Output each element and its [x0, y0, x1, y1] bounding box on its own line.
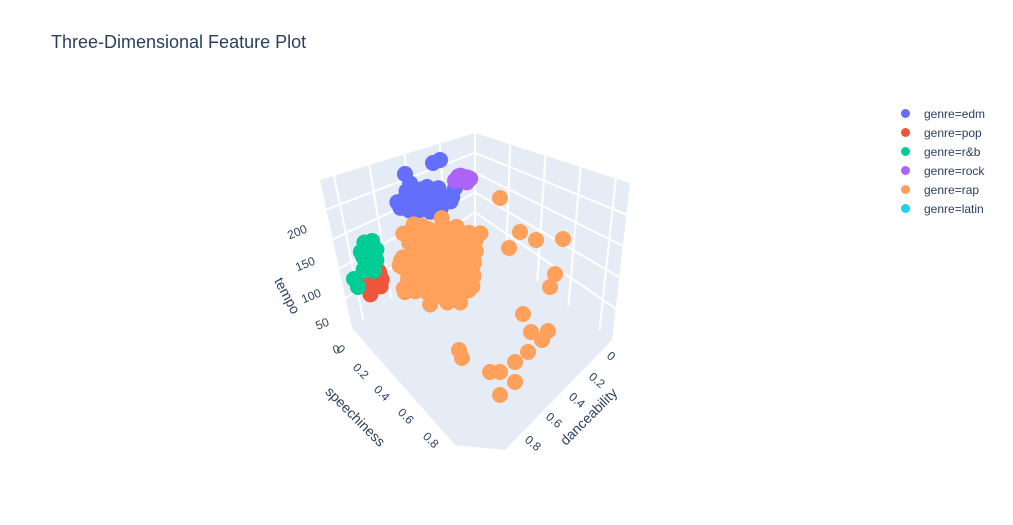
legend-item-edm[interactable]: genre=edm — [896, 104, 985, 123]
tick-y-1: 0.2 — [350, 360, 372, 382]
tick-z-0: 0 — [331, 342, 343, 358]
marker-rnb[interactable] — [350, 279, 366, 295]
marker-rap[interactable] — [534, 332, 550, 348]
marker-rap[interactable] — [482, 364, 498, 380]
marker-rap[interactable] — [408, 243, 425, 259]
tick-x-4: 0.8 — [522, 433, 544, 455]
legend-item-pop[interactable]: genre=pop — [896, 123, 985, 142]
grid-line-z-right-4 — [474, 211, 617, 310]
marker-rap[interactable] — [459, 260, 476, 277]
tick-x-3: 0.6 — [543, 410, 565, 432]
marker-rap[interactable] — [433, 238, 450, 255]
legend-marker-edm — [901, 109, 910, 118]
wall-right — [475, 133, 630, 340]
marker-rap[interactable] — [458, 238, 474, 255]
marker-rap[interactable] — [445, 260, 462, 277]
marker-pop[interactable] — [369, 275, 385, 292]
legend-label-latin: genre=latin — [924, 201, 984, 216]
marker-rap[interactable] — [447, 229, 464, 246]
marker-rap[interactable] — [507, 374, 523, 390]
marker-rap[interactable] — [452, 280, 468, 296]
tick-z-2: 100 — [299, 286, 323, 307]
chart-title: Three-Dimensional Feature Plot — [51, 32, 307, 52]
legend-marker-latin — [901, 204, 910, 213]
marker-rap[interactable] — [492, 190, 508, 206]
marker-rap[interactable] — [425, 271, 442, 288]
marker-rnb[interactable] — [368, 241, 385, 258]
marker-edm[interactable] — [416, 183, 433, 200]
tick-y-2: 0.4 — [371, 382, 393, 404]
marker-rap[interactable] — [555, 231, 571, 247]
marker-rap[interactable] — [492, 387, 508, 403]
tick-y-4: 0.8 — [420, 429, 442, 451]
marker-rap[interactable] — [395, 225, 412, 242]
legend-label-pop: genre=pop — [924, 125, 982, 140]
marker-edm[interactable] — [444, 189, 461, 206]
grid-line-x-2 — [536, 155, 547, 282]
marker-edm[interactable] — [397, 166, 413, 182]
tick-z-1: 50 — [313, 315, 331, 333]
legend-item-rap[interactable]: genre=rap — [896, 180, 985, 199]
marker-rap[interactable] — [451, 342, 467, 358]
grid-line-z-right-1 — [474, 151, 627, 216]
legend-marker-rock — [901, 166, 910, 175]
marker-rap[interactable] — [400, 260, 417, 277]
axis-title-z: tempo — [271, 275, 303, 317]
legend-marker-rap — [901, 185, 910, 194]
marker-rap[interactable] — [423, 284, 440, 300]
tick-z-4: 200 — [285, 222, 309, 243]
legend-label-rap: genre=rap — [924, 182, 980, 197]
legend-label-rock: genre=rock — [924, 163, 985, 178]
legend-item-latin[interactable]: genre=latin — [896, 199, 985, 218]
marker-rap[interactable] — [501, 240, 517, 256]
marker-rap[interactable] — [507, 354, 523, 370]
marker-rap[interactable] — [437, 280, 454, 297]
marker-rap[interactable] — [542, 279, 558, 295]
marker-rap[interactable] — [422, 296, 439, 313]
legend-item-rock[interactable]: genre=rock — [896, 161, 985, 180]
grid-line-x-4 — [598, 178, 617, 331]
tick-x-0: 0 — [604, 349, 618, 364]
marker-rap[interactable] — [523, 324, 539, 340]
marker-rap[interactable] — [528, 232, 544, 248]
marker-rap[interactable] — [461, 224, 478, 241]
marker-rap[interactable] — [547, 266, 563, 282]
grid-line-z-right-2 — [474, 171, 624, 247]
legend-marker-rnb — [901, 147, 910, 156]
marker-rap[interactable] — [427, 257, 444, 274]
legend-label-rnb: genre=r&b — [924, 144, 981, 159]
marker-rock[interactable] — [459, 172, 475, 188]
tick-y-3: 0.6 — [395, 405, 417, 427]
marker-rap[interactable] — [520, 344, 536, 360]
grid-line-x-3 — [567, 167, 582, 306]
grid-line-z-right-3 — [474, 191, 620, 279]
marker-rap[interactable] — [512, 224, 528, 240]
legend: genre=edm genre=pop genre=r&b genre=rock… — [896, 104, 985, 218]
grid-line-y-4 — [333, 175, 365, 320]
legend-label-edm: genre=edm — [924, 106, 986, 121]
marker-rap[interactable] — [515, 306, 531, 322]
tick-z-3: 150 — [293, 254, 317, 275]
marker-edm[interactable] — [404, 185, 421, 202]
marker-edm[interactable] — [432, 152, 448, 168]
marker-rap[interactable] — [410, 279, 426, 296]
legend-marker-pop — [901, 128, 910, 137]
marker-rap[interactable] — [433, 210, 450, 227]
grid-line-z-left-1 — [326, 151, 476, 211]
marker-rap[interactable] — [408, 228, 425, 245]
legend-item-rnb[interactable]: genre=r&b — [896, 142, 985, 161]
grid-line-x-1 — [505, 144, 512, 257]
axis-title-x: danceability — [557, 385, 621, 449]
marker-rock[interactable] — [447, 172, 463, 189]
